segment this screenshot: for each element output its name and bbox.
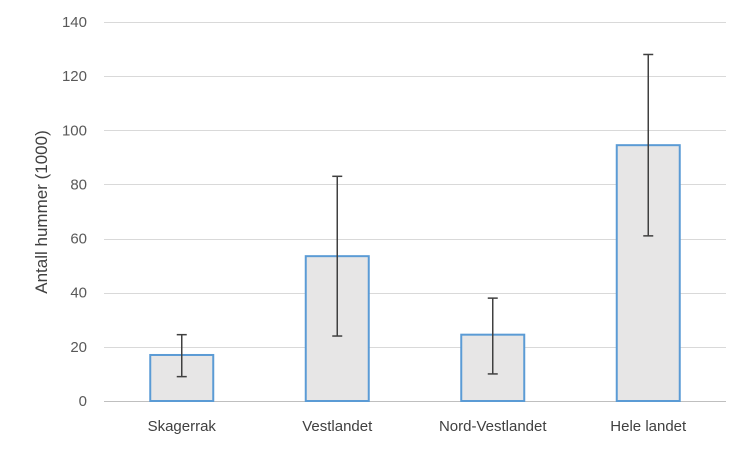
error-bar-hele-landet <box>643 53 654 237</box>
y-tick-label-80: 80 <box>70 176 87 193</box>
y-tick-label-40: 40 <box>70 285 87 302</box>
error-bar-nord-vestlandet <box>487 297 498 375</box>
x-tick-label-vestlandet: Vestlandet <box>302 418 373 435</box>
x-tick-label-skagerrak: Skagerrak <box>148 418 217 435</box>
y-tick-label-140: 140 <box>62 14 87 31</box>
bars <box>149 144 681 403</box>
y-tick-label-0: 0 <box>79 393 87 410</box>
y-tick-label-20: 20 <box>70 339 87 356</box>
error-bars <box>176 53 654 378</box>
x-tick-labels: Skagerrak Vestlandet Nord-Vestlandet Hele l… <box>148 418 687 435</box>
gridlines <box>104 22 726 402</box>
x-tick-label-nord-vestlandet: Nord-Vestlandet <box>439 418 547 435</box>
error-bar-skagerrak <box>176 333 187 378</box>
y-tick-label-100: 100 <box>62 122 87 139</box>
y-tick-label-120: 120 <box>62 68 87 85</box>
x-tick-label-hele-landet: Hele landet <box>610 418 687 435</box>
y-axis-title: Antall hummer (1000) <box>32 130 51 293</box>
y-tick-label-60: 60 <box>70 231 87 248</box>
error-bar-vestlandet <box>332 175 343 337</box>
y-tick-labels: 0 20 40 60 80 100 120 140 <box>62 14 87 410</box>
